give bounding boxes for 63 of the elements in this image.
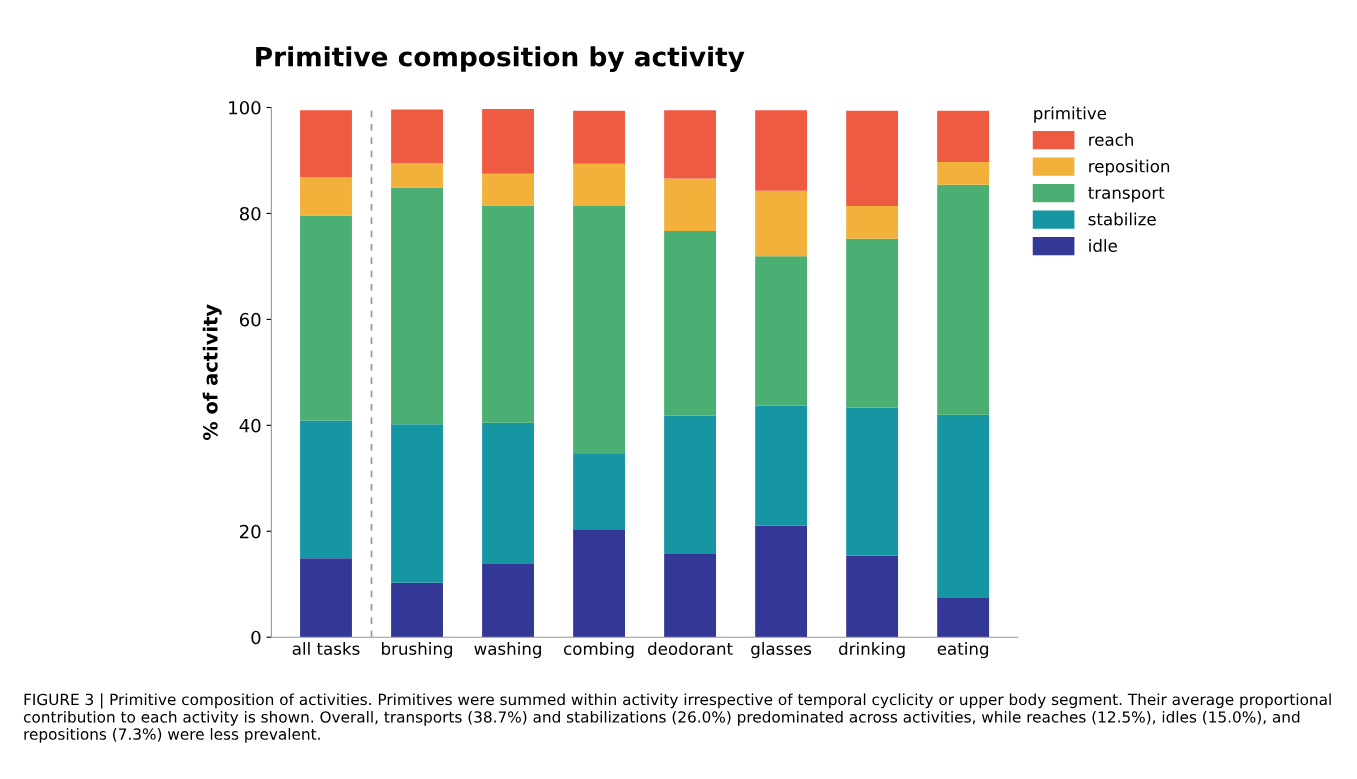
- bar: [573, 110, 626, 164]
- legend-label: stabilize: [1088, 212, 1156, 226]
- bar: [846, 206, 899, 239]
- y-tick-label: 40: [239, 418, 261, 433]
- bar: [755, 110, 808, 191]
- y-tick-label: 80: [239, 206, 261, 221]
- bar: [755, 405, 808, 526]
- x-tick-label: brushing: [382, 642, 453, 659]
- x-tick-label: glasses: [751, 642, 812, 659]
- legend-label: reposition: [1089, 159, 1170, 176]
- bar: [573, 206, 626, 454]
- bar: [300, 110, 352, 177]
- bar: [937, 162, 990, 185]
- bar: [846, 238, 899, 408]
- y-tick-label: 0: [251, 630, 261, 645]
- bar: [391, 424, 443, 583]
- bar: [573, 453, 626, 530]
- y-axis-title: % of activity: [202, 304, 222, 441]
- bar: [482, 109, 534, 174]
- bar: [573, 163, 626, 207]
- x-tick-label: drinking: [839, 642, 905, 659]
- bar: [300, 420, 352, 559]
- bar: [755, 256, 808, 406]
- bar: [664, 415, 717, 555]
- bar: [391, 187, 443, 425]
- x-tick-label: eating: [937, 642, 989, 659]
- bar: [391, 163, 443, 188]
- y-tick-label: 60: [239, 312, 261, 327]
- bar: [482, 422, 534, 565]
- bar: [937, 184, 990, 415]
- bar: [664, 110, 717, 179]
- bar: [664, 178, 717, 231]
- legend-label: reach: [1089, 133, 1134, 146]
- x-tick-label: combing: [564, 642, 634, 659]
- bar: [300, 176, 352, 216]
- bar: [391, 109, 443, 164]
- bar: [937, 110, 990, 163]
- bar: [664, 554, 717, 638]
- bar: [755, 525, 808, 638]
- chart-title: Primitive composition by activity: [256, 46, 745, 72]
- bar: [664, 230, 717, 416]
- bar: [846, 555, 899, 638]
- bar: [482, 173, 534, 206]
- bar: [300, 558, 352, 638]
- bar: [937, 598, 990, 638]
- bar: [300, 215, 352, 421]
- bar: [846, 407, 899, 556]
- y-tick-label: 20: [240, 524, 261, 539]
- legend-label: transport: [1088, 187, 1165, 203]
- legend-title: primitive: [1034, 106, 1107, 123]
- bar: [482, 564, 534, 638]
- y-tick-label: 100: [229, 100, 261, 115]
- x-tick-label: deodorant: [648, 642, 733, 655]
- caption: FIGURE 3 | Primitive composition of activities. Primitives were summed within activity irrespective of temporal cyclicity or upper body segment. Their average proportional contribution to each activity is shown. Overall, transports (38.7%) and stabilizations (26.0%) predominated across activities, while reaches (12.5%), idles (15.0%), and repositions (7.3%) were less prevalent.: [23, 693, 1331, 743]
- x-tick-label: washing: [474, 642, 541, 659]
- bar: [755, 190, 808, 257]
- bar: [391, 582, 443, 638]
- legend-label: idle: [1089, 239, 1117, 252]
- bar: [937, 414, 990, 599]
- bar: [846, 110, 899, 207]
- bar: [482, 205, 534, 423]
- bar: [573, 529, 626, 638]
- x-tick-label: all tasks: [292, 642, 360, 655]
